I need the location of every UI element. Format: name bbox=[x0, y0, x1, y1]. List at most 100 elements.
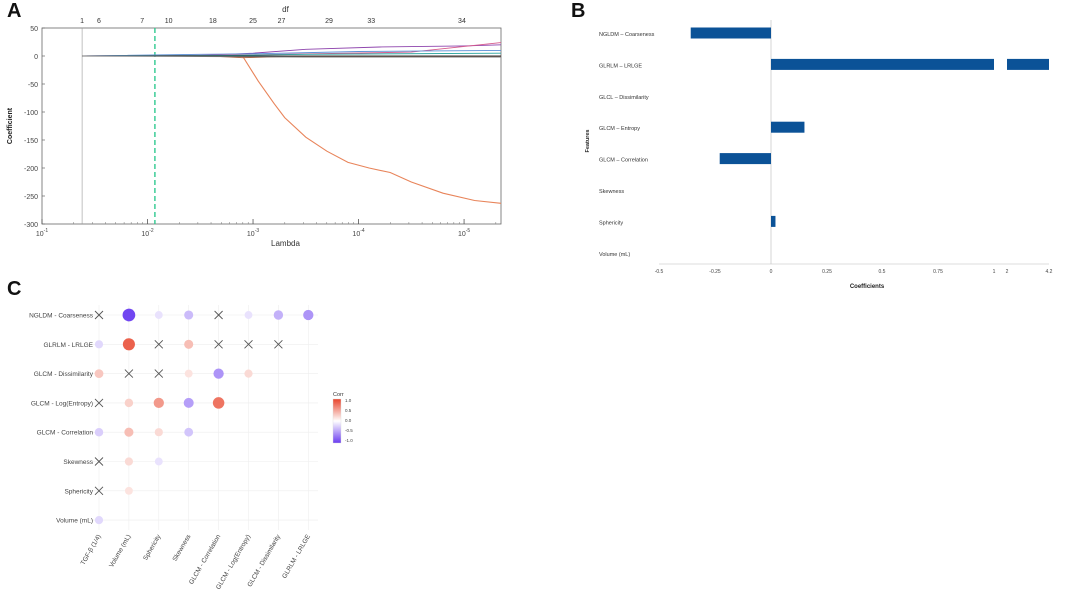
chart-a-ytick-label: -100 bbox=[24, 110, 38, 117]
chart-c-dot bbox=[94, 516, 104, 525]
chart-a-frame bbox=[41, 27, 502, 225]
chart-a-xtick-label: 10-1 bbox=[36, 228, 48, 238]
chart-c-dot bbox=[184, 427, 194, 437]
chart-a-df-label: 7 bbox=[140, 18, 144, 25]
chart-a-xtick-base: 10 bbox=[352, 231, 360, 238]
chart-a-df-label: 25 bbox=[249, 18, 257, 25]
chart-c-dot bbox=[303, 309, 314, 321]
chart-c-legend-tick: -0.5 bbox=[345, 428, 353, 433]
chart-c-cross-mark bbox=[94, 486, 104, 496]
chart-c-row-label: GLRLM - LRLGE bbox=[44, 342, 94, 349]
chart-b-category-label: NGLDM – Coarseness bbox=[599, 32, 655, 38]
chart-c-cross-mark bbox=[94, 310, 104, 320]
chart-c-cross-mark bbox=[154, 369, 164, 378]
chart-c-legend-bar bbox=[332, 398, 342, 444]
chart-a-xlabel: Lambda bbox=[271, 239, 300, 248]
chart-a-ytick-label: -250 bbox=[24, 194, 38, 201]
chart-c-dot bbox=[184, 369, 193, 378]
chart-c-dot bbox=[94, 427, 104, 437]
chart-b-xlabel: Coefficients bbox=[850, 284, 885, 290]
chart-a-xtick-exp: -1 bbox=[44, 228, 49, 234]
chart-a-xtick-label: 10-2 bbox=[141, 228, 153, 238]
chart-b-xtick-label: 0.5 bbox=[879, 269, 886, 275]
chart-c-row-label: Sphericity bbox=[64, 488, 93, 495]
chart-a-df-label: 34 bbox=[458, 18, 466, 25]
chart-c-dot bbox=[124, 486, 133, 495]
chart-b-bar-break bbox=[1007, 58, 1049, 70]
chart-c-dot bbox=[212, 397, 225, 409]
chart-b-bar bbox=[690, 27, 771, 39]
chart-a-ytick-label: -150 bbox=[24, 138, 38, 145]
chart-a-series-main bbox=[242, 55, 502, 204]
chart-a-df-label: 27 bbox=[278, 18, 286, 25]
chart-c-dot bbox=[94, 369, 104, 378]
chart-c-cross-mark bbox=[124, 369, 134, 378]
chart-c-cross-mark bbox=[154, 339, 164, 349]
chart-a-xtick-base: 10 bbox=[247, 231, 255, 238]
chart-b-xtick-label: -0.5 bbox=[655, 269, 664, 275]
chart-a-ytick-label: 50 bbox=[30, 26, 38, 33]
chart-a-xtick-exp: -5 bbox=[466, 228, 471, 234]
chart-c-row-label: GLCM - Correlation bbox=[37, 430, 94, 437]
chart-c-cross-mark bbox=[244, 339, 253, 349]
chart-a-df-label: 18 bbox=[209, 18, 217, 25]
chart-b-bar bbox=[771, 58, 994, 70]
chart-b-xtick-label: 2 bbox=[1006, 269, 1009, 275]
chart-c-legend-tick: 1.0 bbox=[345, 398, 352, 403]
chart-c-row-label: GLCM - Log(Entropy) bbox=[31, 400, 93, 407]
chart-a-xtick-base: 10 bbox=[141, 231, 149, 238]
chart-b-bar bbox=[719, 153, 771, 165]
chart-c-row-label: Volume (mL) bbox=[56, 518, 93, 525]
chart-b-category-label: GLCM – Entropy bbox=[599, 126, 640, 132]
chart-c-legend-tick: -1.0 bbox=[345, 438, 353, 443]
chart-c-cross-mark bbox=[94, 457, 104, 466]
chart-c-dot bbox=[153, 397, 164, 409]
chart-c-dot bbox=[213, 368, 224, 379]
chart-c-col-label: GLRLM - LRLGE bbox=[281, 533, 312, 580]
chart-c-dot bbox=[122, 308, 136, 322]
chart-a-xtick-exp: -3 bbox=[255, 228, 260, 234]
chart-c-col-label: TGF-β (1/4) bbox=[80, 534, 103, 567]
chart-b-category-label: Sphericity bbox=[599, 220, 623, 226]
chart-c-dot bbox=[244, 369, 253, 378]
chart-a-df-label: 29 bbox=[325, 18, 333, 25]
chart-c-dot bbox=[184, 310, 194, 320]
chart-b-xtick-label: 4.2 bbox=[1046, 269, 1053, 275]
chart-a-ylabel: Coefficient bbox=[7, 107, 14, 144]
chart-c-col-label: GLCM - Correlation bbox=[188, 533, 222, 586]
chart-c-row-label: GLCM - Dissimilarity bbox=[34, 371, 94, 378]
chart-c-dot bbox=[94, 340, 104, 349]
chart-a-title: df bbox=[282, 5, 289, 14]
chart-a-xtick-base: 10 bbox=[458, 231, 466, 238]
chart-c-legend-tick: 0.5 bbox=[345, 408, 352, 413]
chart-b-xtick-label: 0.75 bbox=[933, 269, 943, 275]
chart-c-cross-mark bbox=[214, 310, 223, 320]
chart-a-xtick-label: 10-5 bbox=[458, 228, 470, 238]
chart-c-dot bbox=[273, 310, 284, 320]
panel-label-a: A bbox=[7, 0, 22, 22]
chart-c-row-label: Skewness bbox=[63, 459, 93, 466]
chart-c-col-label: Skewness bbox=[172, 533, 193, 563]
chart-b-xtick-label: 0 bbox=[770, 269, 773, 275]
chart-a-xtick-exp: -2 bbox=[149, 228, 154, 234]
panel-label-b: B bbox=[571, 0, 586, 22]
chart-c-dot bbox=[154, 428, 163, 437]
chart-c-dot bbox=[244, 311, 253, 319]
chart-a-df-label: 10 bbox=[165, 18, 173, 25]
chart-b-category-label: Volume (mL) bbox=[599, 252, 630, 258]
chart-c-dot bbox=[122, 338, 135, 351]
panel-label-c: C bbox=[7, 278, 22, 300]
chart-b-category-label: GLRLM – LRLGE bbox=[599, 63, 642, 69]
chart-b-category-label: Skewness bbox=[599, 189, 624, 195]
chart-a-series-s8 bbox=[82, 55, 501, 58]
chart-a-ytick-label: -50 bbox=[28, 82, 38, 89]
chart-a-series-s4 bbox=[82, 49, 502, 57]
chart-c-cross-mark bbox=[94, 398, 104, 408]
chart-a-ytick-label: -300 bbox=[24, 222, 38, 229]
chart-b-bar bbox=[771, 121, 805, 133]
chart-b-xtick-label: 1 bbox=[993, 269, 996, 275]
chart-b-bar bbox=[771, 215, 776, 227]
chart-c-dot bbox=[124, 398, 134, 408]
